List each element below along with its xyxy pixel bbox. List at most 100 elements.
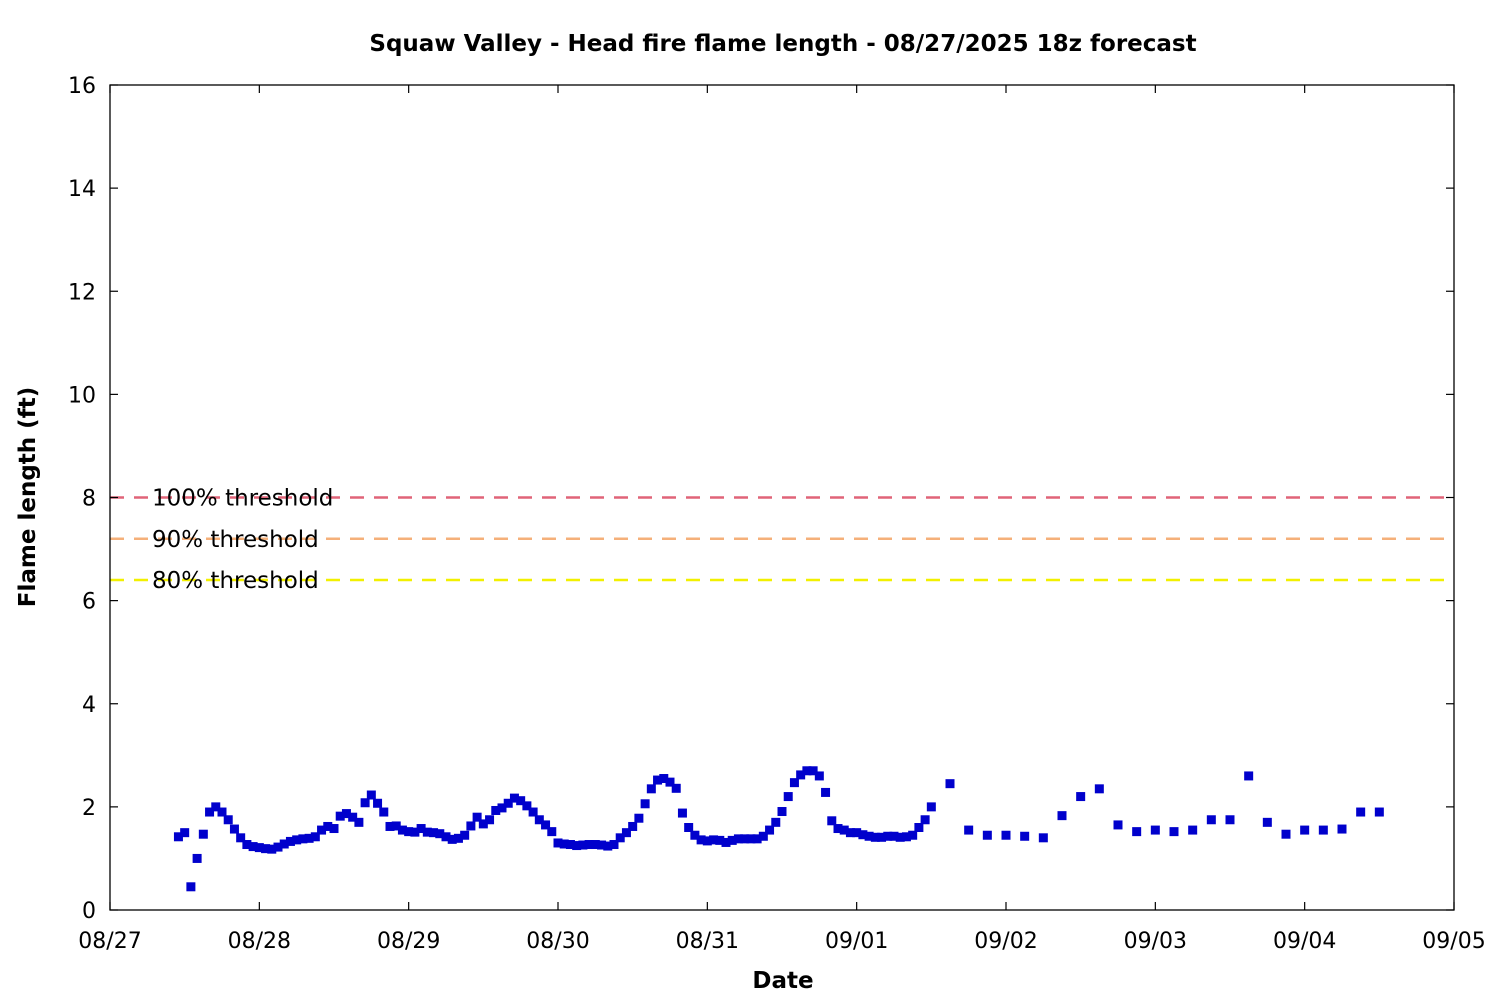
data-point <box>833 824 843 834</box>
data-point <box>522 801 532 811</box>
data-point <box>366 790 376 800</box>
data-point <box>870 832 880 842</box>
data-point <box>341 809 351 819</box>
data-point <box>441 832 451 842</box>
y-tick-label: 14 <box>68 177 96 202</box>
data-point <box>621 828 631 838</box>
data-point <box>1038 833 1048 843</box>
data-point <box>211 802 221 812</box>
data-point <box>466 821 476 831</box>
data-point <box>758 831 768 841</box>
data-point <box>435 829 445 839</box>
data-point <box>789 778 799 788</box>
data-point <box>771 817 781 827</box>
data-point <box>628 821 638 831</box>
data-point <box>485 815 495 825</box>
data-point <box>478 819 488 829</box>
data-point <box>429 828 439 838</box>
threshold-label-2: 80% threshold <box>152 568 319 594</box>
data-point <box>565 840 575 850</box>
data-point <box>839 825 849 835</box>
data-point <box>814 771 824 781</box>
data-point <box>385 821 395 831</box>
data-point <box>783 792 793 802</box>
axis-ticks: 08/27 08/28 08/29 08/30 08/31 09/01 09/02 09/03… <box>68 74 1486 954</box>
data-point <box>223 815 233 825</box>
data-point <box>796 770 806 780</box>
x-tick-label: 08/28 <box>228 929 291 954</box>
data-point <box>509 793 519 803</box>
data-point <box>497 803 507 813</box>
data-point <box>1020 831 1030 841</box>
data-point <box>198 829 208 839</box>
data-point <box>827 816 837 826</box>
y-tick-label: 10 <box>68 383 96 408</box>
data-point <box>186 882 196 892</box>
data-point <box>653 775 663 785</box>
data-point <box>1356 807 1366 817</box>
data-point <box>397 825 407 835</box>
data-point <box>304 833 314 843</box>
data-point <box>541 820 551 830</box>
data-point <box>702 836 712 846</box>
data-point <box>845 828 855 838</box>
data-point <box>901 832 911 842</box>
data-point <box>821 787 831 797</box>
data-point <box>864 831 874 841</box>
data-point <box>205 807 215 817</box>
x-tick-label: 09/01 <box>825 929 888 954</box>
data-point <box>1150 825 1160 835</box>
data-point <box>298 834 308 844</box>
data-point <box>802 766 812 776</box>
x-tick-label: 08/27 <box>78 929 141 954</box>
y-tick-label: 0 <box>82 899 96 924</box>
data-point <box>1169 827 1179 837</box>
data-point <box>379 807 389 817</box>
data-point <box>534 815 544 825</box>
x-tick-label: 09/04 <box>1273 929 1336 954</box>
threshold-labels: 100% threshold 90% threshold 80% threshold <box>152 486 333 595</box>
data-point <box>491 805 501 815</box>
data-point <box>528 807 538 817</box>
data-point <box>422 827 432 837</box>
data-point <box>180 828 190 838</box>
x-tick-label: 09/05 <box>1422 929 1485 954</box>
data-point <box>317 825 327 835</box>
data-point <box>1281 829 1291 839</box>
data-point <box>945 779 955 789</box>
data-point <box>808 766 818 776</box>
data-point <box>1001 830 1011 840</box>
data-point <box>777 807 787 817</box>
data-point <box>1318 825 1328 835</box>
data-point <box>323 821 333 831</box>
y-tick-label: 16 <box>68 74 96 99</box>
data-point <box>1094 784 1104 794</box>
data-point <box>1225 815 1235 825</box>
data-point <box>584 840 594 850</box>
data-point <box>547 827 557 837</box>
data-point <box>696 835 706 845</box>
data-point <box>447 834 457 844</box>
data-point <box>1206 815 1216 825</box>
data-point <box>609 840 619 850</box>
data-point <box>173 832 183 842</box>
data-point <box>1188 825 1198 835</box>
data-point <box>858 830 868 840</box>
data-point <box>914 823 924 832</box>
data-point <box>603 841 613 851</box>
data-point <box>908 830 918 840</box>
data-point <box>733 834 743 844</box>
data-point <box>578 840 588 850</box>
data-point <box>690 830 700 840</box>
data-point <box>740 834 750 844</box>
data-point <box>1076 792 1086 802</box>
y-tick-label: 4 <box>82 693 96 718</box>
data-point <box>895 832 905 842</box>
data-point <box>572 841 582 851</box>
data-point <box>1300 825 1310 835</box>
data-point <box>715 835 725 845</box>
data-point <box>292 835 302 845</box>
data-point <box>964 825 974 835</box>
data-point <box>727 835 737 845</box>
